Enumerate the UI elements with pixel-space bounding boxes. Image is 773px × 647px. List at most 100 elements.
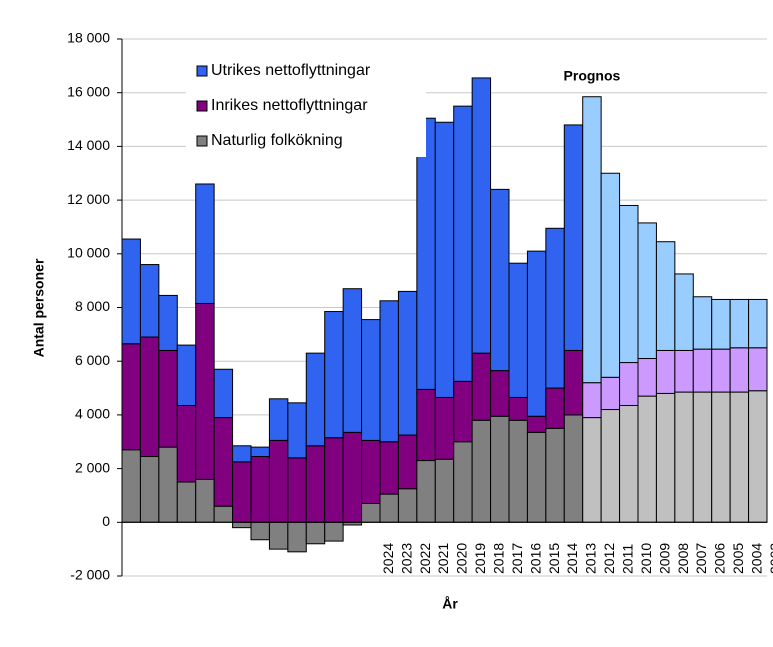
x-tick-label: 2005 — [730, 543, 746, 574]
bar-segment — [748, 298, 768, 349]
bar-segment — [305, 521, 326, 545]
bar-segment — [342, 288, 363, 433]
y-tick-label: 18 000 — [67, 30, 110, 46]
bar-segment — [250, 456, 270, 523]
bar-segment — [453, 441, 473, 523]
bar-segment — [692, 348, 713, 393]
bar-segment — [508, 396, 528, 421]
bar-segment — [563, 124, 584, 351]
bar-segment — [600, 172, 621, 378]
bar-segment — [471, 77, 492, 354]
x-tick-label: 2022 — [417, 543, 433, 574]
y-tick-label: 12 000 — [67, 191, 110, 207]
bar-segment — [655, 349, 676, 394]
bar-segment — [471, 419, 492, 523]
x-tick-label: 2009 — [656, 543, 672, 574]
y-axis-title: Antal personer — [31, 258, 47, 357]
bar-segment — [526, 415, 547, 433]
bar-segment — [176, 481, 197, 523]
x-tick-label: 2013 — [583, 543, 599, 574]
bar-segment — [729, 391, 750, 523]
bar-segment — [582, 382, 602, 419]
bar-segment — [232, 445, 252, 463]
y-tick-label: 6 000 — [75, 352, 110, 368]
bar-segment — [674, 391, 694, 523]
bar-segment — [397, 488, 418, 523]
x-tick-label: 2016 — [527, 543, 543, 574]
x-tick-label: 2017 — [509, 543, 525, 574]
x-tick-label: 2020 — [454, 543, 470, 574]
bar-segment — [655, 392, 676, 523]
bar-segment — [637, 395, 657, 523]
bar-segment — [619, 362, 639, 407]
bar-segment — [600, 409, 621, 523]
bar-segment — [692, 296, 713, 350]
bar-segment — [397, 290, 418, 436]
bar-segment — [748, 390, 768, 523]
x-tick-label: 2021 — [435, 543, 451, 574]
x-tick-label: 2019 — [472, 543, 488, 574]
bar-segment — [121, 238, 141, 345]
bar-segment — [213, 505, 234, 523]
x-tick-label: 2018 — [490, 543, 506, 574]
bar-segment — [582, 96, 602, 384]
bar-segment — [471, 352, 492, 421]
x-tick-label: 2014 — [564, 543, 580, 574]
bar-segment — [361, 439, 381, 505]
legend-swatch — [196, 100, 208, 112]
bar-segment — [563, 349, 584, 416]
legend-box — [186, 52, 426, 157]
bar-segment — [748, 347, 768, 392]
bar-segment — [619, 405, 639, 523]
bar-segment — [379, 441, 399, 495]
bar-segment — [416, 117, 436, 390]
bar-segment — [176, 405, 197, 483]
bar-segment — [268, 398, 289, 441]
bar-segment — [232, 521, 252, 529]
bar-segment — [324, 311, 344, 439]
bar-segment — [434, 121, 455, 398]
bar-segment — [729, 347, 750, 393]
bar-segment — [121, 449, 141, 523]
bar-segment — [379, 300, 399, 443]
x-tick-label: 2008 — [675, 543, 691, 574]
y-tick-label: 4 000 — [75, 406, 110, 422]
bar-segment — [453, 380, 473, 443]
bar-segment — [545, 227, 565, 389]
bar-segment — [526, 431, 547, 523]
bar-segment — [582, 417, 602, 523]
annotation: Prognos — [564, 68, 621, 84]
bar-segment — [287, 457, 307, 523]
bar-segment — [545, 387, 565, 429]
bar-segment — [545, 427, 565, 523]
bar-segment — [158, 446, 178, 523]
bar-segment — [434, 458, 455, 523]
legend-swatch — [196, 135, 208, 147]
x-tick-label: 2004 — [748, 543, 764, 574]
bar-segment — [324, 521, 344, 542]
legend-label: Utrikes nettoflyttningar — [211, 62, 371, 79]
legend-label: Naturlig folkökning — [211, 132, 343, 149]
bar-segment — [250, 446, 270, 458]
bar-segment — [692, 391, 713, 523]
x-axis-title: År — [442, 596, 458, 612]
bar-segment — [490, 415, 510, 523]
bar-segment — [158, 294, 178, 351]
bar-segment — [508, 262, 528, 398]
bar-segment — [121, 343, 141, 451]
bar-segment — [711, 348, 731, 393]
bar-segment — [729, 298, 750, 349]
bar-segment — [324, 437, 344, 523]
bar-segment — [397, 434, 418, 490]
bar-segment — [711, 391, 731, 523]
bar-segment — [139, 336, 160, 458]
bar-segment — [268, 521, 289, 550]
bar-segment — [250, 521, 270, 541]
y-tick-label: 8 000 — [75, 298, 110, 314]
bar-segment — [232, 461, 252, 523]
x-tick-label: 2012 — [601, 543, 617, 574]
bar-segment — [637, 358, 657, 397]
legend-swatch — [196, 65, 208, 77]
bar-segment — [563, 414, 584, 523]
